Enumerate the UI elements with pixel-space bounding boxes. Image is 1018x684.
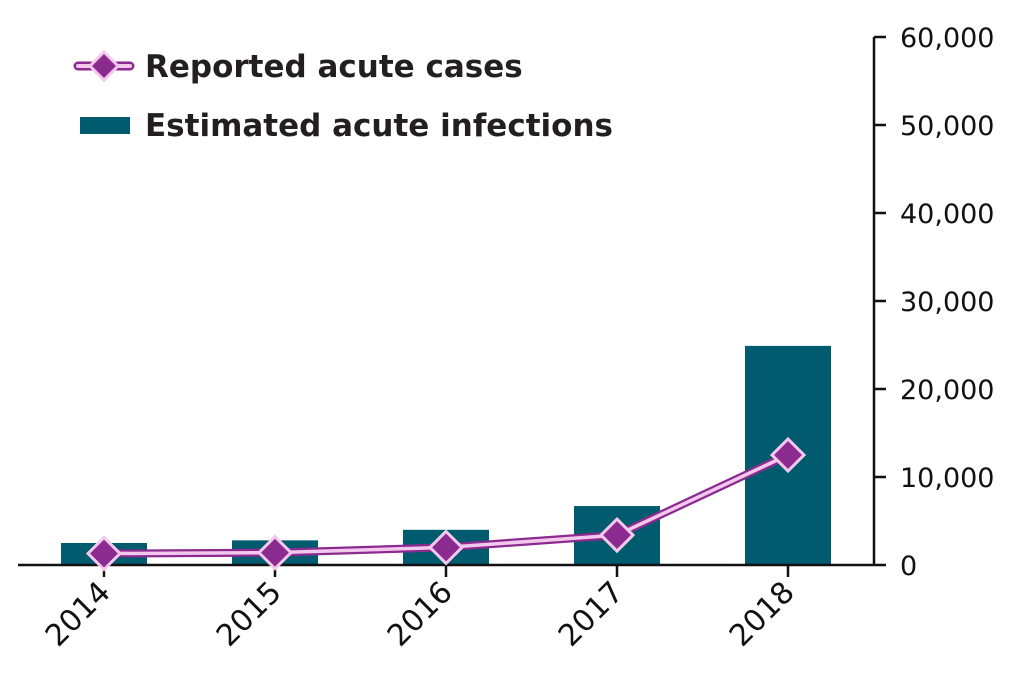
legend-label-reported: Reported acute cases — [145, 49, 523, 85]
y-tick-label: 60,000 — [900, 23, 994, 54]
point-2016 — [427, 529, 465, 566]
legend-diamond-marker — [87, 49, 121, 83]
y-tick-label: 20,000 — [900, 375, 994, 406]
legend: Reported acute cases Estimated acute inf… — [73, 49, 613, 144]
x-tick-label-2017: 2017 — [552, 575, 631, 654]
y-tick-label: 50,000 — [900, 111, 994, 142]
legend-item-reported: Reported acute cases — [73, 49, 523, 85]
point-2018 — [769, 436, 807, 474]
legend-item-estimated: Estimated acute infections — [80, 108, 613, 144]
y-tick-label: 10,000 — [900, 463, 994, 494]
point-2014 — [85, 535, 123, 572]
legend-bar-swatch — [80, 117, 130, 134]
y-axis-ticks: 0 10,000 20,000 30,000 40,000 50,000 60,000 — [874, 23, 994, 582]
point-2015 — [256, 534, 294, 571]
x-tick-label-2014: 2014 — [39, 575, 118, 654]
y-tick-label: 40,000 — [900, 199, 994, 230]
x-tick-label-2016: 2016 — [381, 575, 460, 654]
line-series — [85, 436, 807, 572]
x-tick-label-2018: 2018 — [723, 575, 802, 654]
legend-label-estimated: Estimated acute infections — [145, 108, 613, 144]
y-tick-label: 0 — [900, 551, 917, 582]
point-2017 — [598, 516, 636, 554]
x-tick-label-2015: 2015 — [210, 575, 289, 654]
x-axis-ticks: 2014 2015 2016 2017 2018 — [39, 565, 802, 654]
y-tick-label: 30,000 — [900, 287, 994, 318]
